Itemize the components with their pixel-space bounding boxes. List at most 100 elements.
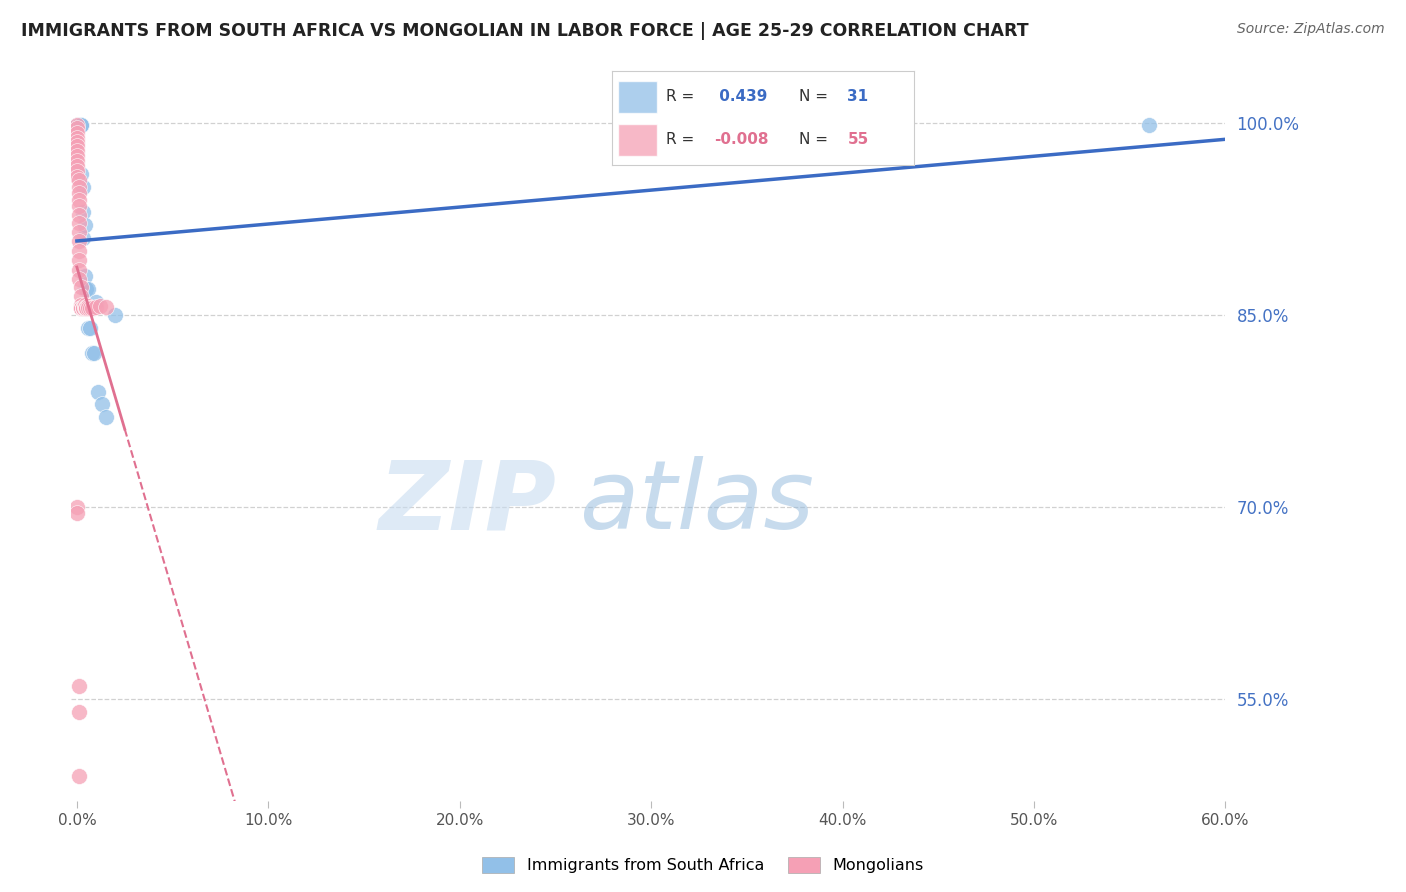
Point [69,119,91,133]
Point [67,179,90,194]
Text: N =: N = [799,89,828,104]
Text: ZIP: ZIP [378,457,555,549]
Point [66,139,89,153]
Point [72,205,94,219]
Point [66,144,89,158]
Point [67,186,90,201]
Point [66,120,89,135]
Point [77,301,100,316]
Point [67,119,90,133]
Point [72,301,94,316]
Point [67,768,90,782]
Point [84,300,107,314]
Point [66,119,89,133]
Point [66,506,89,520]
Point [67,234,90,248]
Point [69,301,91,316]
Text: 31: 31 [848,89,869,104]
Point [90,397,112,411]
Point [67,193,90,207]
Text: IMMIGRANTS FROM SOUTH AFRICA VS MONGOLIAN IN LABOR FORCE | AGE 25-29 CORRELATION: IMMIGRANTS FROM SOUTH AFRICA VS MONGOLIA… [21,22,1029,40]
Point [67,252,90,267]
FancyBboxPatch shape [617,124,657,156]
Point [79,320,101,334]
Point [82,301,104,316]
Point [87,384,110,399]
Point [67,272,90,286]
Point [94,300,117,314]
Point [69,279,91,293]
Point [77,301,100,316]
Point [67,244,90,258]
Point [66,500,89,514]
Point [72,301,94,316]
Text: 0.439: 0.439 [714,89,768,104]
Point [82,346,104,360]
Point [66,159,89,173]
Point [77,299,100,313]
Point [77,282,100,296]
Point [66,154,89,169]
Point [73,300,96,314]
Point [69,297,91,311]
Text: -0.008: -0.008 [714,132,769,147]
Point [72,301,94,316]
Point [72,179,94,194]
Text: R =: R = [666,132,695,147]
Point [73,218,96,232]
Point [69,167,91,181]
Point [72,301,94,316]
Text: R =: R = [666,89,695,104]
Point [69,119,91,133]
Point [66,131,89,145]
Point [66,119,89,133]
Text: 55: 55 [848,132,869,147]
Point [75,300,97,314]
Point [67,225,90,239]
Point [75,282,97,296]
Point [79,301,101,316]
Point [73,282,96,296]
Point [69,301,91,316]
FancyBboxPatch shape [617,81,657,112]
Point [67,199,90,213]
Point [75,282,97,296]
Point [72,301,94,316]
Point [75,301,97,316]
Point [67,119,90,133]
Point [66,149,89,163]
Point [77,320,100,334]
Point [69,119,91,133]
Point [67,208,90,222]
Point [67,173,90,187]
Point [66,119,89,133]
Point [94,410,117,425]
Text: Source: ZipAtlas.com: Source: ZipAtlas.com [1237,22,1385,37]
Text: N =: N = [799,132,828,147]
Point [73,269,96,284]
Point [67,119,90,133]
Point [67,119,90,133]
Point [66,164,89,178]
Point [66,169,89,184]
Point [104,308,127,322]
Point [67,119,90,133]
Point [67,705,90,719]
Legend: Immigrants from South Africa, Mongolians: Immigrants from South Africa, Mongolians [475,850,931,880]
Point [66,135,89,149]
Point [1137,119,1160,133]
Point [67,679,90,693]
Point [75,301,97,316]
Point [69,301,91,316]
Text: atlas: atlas [579,457,814,549]
Point [84,295,107,310]
Point [66,126,89,140]
Point [73,297,96,311]
Point [83,346,105,360]
Point [89,299,111,313]
Point [69,288,91,302]
Point [67,263,90,277]
Point [67,216,90,230]
Point [73,301,96,316]
Point [72,301,94,316]
